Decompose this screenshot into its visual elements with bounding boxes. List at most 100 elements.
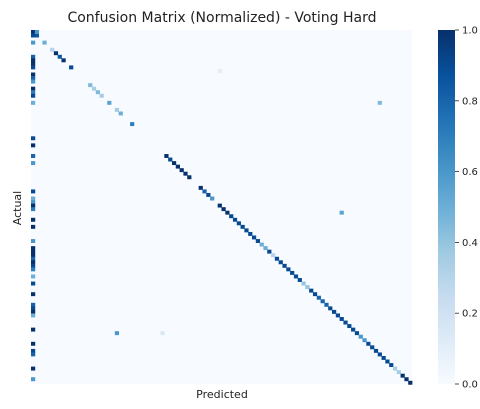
heatmap-cell-diagonal bbox=[210, 196, 215, 201]
heatmap-cell-diagonal bbox=[99, 93, 104, 98]
heatmap-cell-column-0 bbox=[31, 79, 36, 84]
heatmap-cell-column-0 bbox=[31, 327, 36, 332]
heatmap-cell-column-0 bbox=[31, 253, 36, 258]
heatmap-cell-diagonal bbox=[316, 295, 321, 300]
heatmap-cell-column-0 bbox=[31, 348, 36, 353]
heatmap-cell-column-0 bbox=[31, 302, 36, 307]
heatmap-cell-diagonal bbox=[91, 86, 97, 91]
heatmap-cell-diagonal bbox=[187, 175, 192, 180]
heatmap-cell-diagonal bbox=[408, 380, 413, 385]
heatmap-cell-diagonal bbox=[377, 352, 382, 357]
heatmap-cell-column-0 bbox=[31, 263, 36, 268]
heatmap-cell-diagonal bbox=[324, 302, 329, 307]
heatmap-cell-column-0 bbox=[31, 281, 36, 286]
heatmap-cell-diagonal bbox=[57, 54, 62, 59]
heatmap-cell-diagonal bbox=[183, 171, 188, 176]
heatmap-cell-diagonal bbox=[107, 100, 112, 105]
heatmap-cell-diagonal bbox=[351, 327, 356, 332]
heatmap-cell-column-0 bbox=[31, 58, 36, 63]
heatmap-cell-diagonal bbox=[164, 154, 169, 158]
heatmap-cell bbox=[34, 30, 40, 34]
heatmap-cell-column-0 bbox=[31, 33, 36, 38]
heatmap-cell-diagonal bbox=[400, 373, 405, 378]
heatmap-cell-diagonal bbox=[396, 370, 401, 375]
heatmap-cell-diagonal bbox=[175, 164, 180, 169]
heatmap-cell bbox=[114, 331, 120, 336]
heatmap-cell-diagonal bbox=[331, 309, 337, 314]
heatmap-cell-column-0 bbox=[31, 260, 36, 265]
heatmap-cell-column-0 bbox=[31, 306, 36, 311]
heatmap-cell-column-0 bbox=[31, 377, 36, 382]
heatmap-cell-diagonal bbox=[343, 320, 348, 325]
heatmap-cell-column-0 bbox=[31, 90, 36, 95]
heatmap-cell bbox=[339, 210, 344, 215]
heatmap-cell-diagonal bbox=[179, 168, 184, 173]
heatmap-cell-diagonal bbox=[221, 207, 226, 212]
heatmap-cell-diagonal bbox=[301, 281, 306, 286]
heatmap-cell-column-0 bbox=[31, 309, 36, 314]
heatmap-cell-column-0 bbox=[31, 207, 36, 212]
y-axis-label: Actual bbox=[11, 191, 24, 225]
heatmap-cell-column-0 bbox=[31, 224, 36, 229]
heatmap-cell-diagonal bbox=[236, 221, 241, 226]
colorbar-tick-label: 0.6 bbox=[462, 167, 478, 178]
heatmap-cell-diagonal bbox=[278, 260, 283, 265]
heatmap-cell-column-0 bbox=[31, 54, 36, 59]
heatmap-cell-diagonal bbox=[389, 363, 394, 368]
heatmap-cell-diagonal bbox=[267, 249, 272, 254]
heatmap-cell-diagonal bbox=[255, 239, 260, 243]
chart-title: Confusion Matrix (Normalized) - Voting H… bbox=[67, 10, 376, 26]
heatmap-cell-diagonal bbox=[95, 90, 100, 95]
heatmap-cell-column-0 bbox=[31, 249, 36, 254]
heatmap-cell-diagonal bbox=[244, 228, 249, 233]
colorbar-tick-label: 0.0 bbox=[462, 380, 478, 391]
heatmap-cell-diagonal bbox=[114, 107, 120, 112]
heatmap-cell-diagonal bbox=[217, 203, 222, 208]
heatmap-cell-column-0 bbox=[31, 341, 36, 346]
x-axis-label: Predicted bbox=[196, 388, 248, 401]
heatmap-cell-column-0 bbox=[31, 366, 36, 371]
heatmap-cell-diagonal bbox=[312, 292, 318, 297]
heatmap-cell-diagonal bbox=[168, 157, 173, 162]
heatmap-cell-diagonal bbox=[373, 348, 379, 353]
colorbar-tick-label: 0.2 bbox=[462, 309, 478, 320]
heatmap-cell-diagonal bbox=[259, 242, 264, 247]
heatmap-cell-diagonal bbox=[34, 33, 40, 38]
heatmap-cell-diagonal bbox=[366, 341, 371, 346]
heatmap-cell-diagonal bbox=[251, 235, 257, 240]
heatmap-cell-diagonal bbox=[53, 51, 59, 56]
heatmap-cell-diagonal bbox=[229, 214, 234, 219]
heatmap-cell-column-0 bbox=[31, 239, 36, 243]
heatmap-cell-column-0 bbox=[31, 274, 36, 279]
heatmap-cell-diagonal bbox=[42, 40, 47, 45]
heatmap-cell-diagonal bbox=[282, 263, 287, 268]
heatmap-cell-diagonal bbox=[328, 306, 333, 311]
heatmap-cell-diagonal bbox=[61, 58, 66, 63]
heatmap-cell-column-0 bbox=[31, 136, 36, 141]
heatmap-cell-diagonal bbox=[274, 256, 280, 261]
heatmap-cell-diagonal bbox=[404, 377, 409, 382]
heatmap-cell-diagonal bbox=[305, 285, 310, 290]
heatmap-cell-column-0 bbox=[31, 86, 36, 91]
heatmap-cell-diagonal bbox=[381, 355, 386, 360]
heatmap-cell-diagonal bbox=[271, 253, 276, 258]
heatmap-cell-diagonal bbox=[225, 210, 230, 215]
heatmap-cell-diagonal bbox=[206, 192, 211, 197]
heatmap-cell-column-0 bbox=[31, 93, 36, 98]
colorbar-tick-label: 0.4 bbox=[462, 238, 478, 249]
colorbar-tick-label: 0.8 bbox=[462, 96, 478, 107]
heatmap-cell-diagonal bbox=[320, 299, 325, 304]
heatmap-cell bbox=[217, 68, 222, 73]
heatmap-cell-diagonal bbox=[263, 246, 268, 251]
colorbar-tick-label: 1.0 bbox=[462, 26, 478, 37]
heatmap-cell-diagonal bbox=[290, 270, 295, 275]
heatmap-cell-diagonal bbox=[335, 313, 341, 318]
heatmap-cell-diagonal bbox=[198, 185, 203, 190]
heatmap-grid bbox=[31, 30, 413, 385]
heatmap-cell-diagonal bbox=[362, 338, 367, 343]
heatmap-cell-column-0 bbox=[31, 189, 36, 194]
heatmap-cell-diagonal bbox=[392, 366, 398, 371]
heatmap-cell-column-0 bbox=[31, 196, 36, 201]
heatmap-cell-diagonal bbox=[50, 47, 55, 52]
heatmap-cell bbox=[377, 100, 382, 105]
